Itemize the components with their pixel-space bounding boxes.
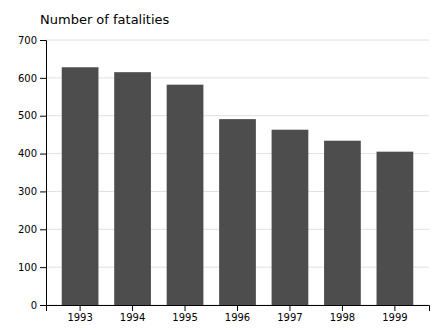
grid-line <box>46 40 429 41</box>
axis-line <box>40 41 47 306</box>
tick-mark <box>40 154 46 155</box>
tick: 1995 <box>172 305 197 323</box>
tick-mark <box>40 267 46 268</box>
tick-mark <box>40 116 46 117</box>
bar <box>114 72 151 305</box>
tick-label: 0 <box>31 300 37 311</box>
bar <box>62 67 99 305</box>
tick: 300 <box>18 186 46 197</box>
tick-mark <box>40 305 46 306</box>
axis-title: Number of fatalities <box>40 12 170 27</box>
plot: 0100200300400500600700199319941995199619… <box>18 35 430 323</box>
y-axis: 0 100 200 300 400 500 600 700 <box>18 35 47 311</box>
tick: 1993 <box>67 305 92 323</box>
tick-label: 100 <box>18 262 37 273</box>
tick: 1998 <box>330 305 355 323</box>
tick-label: 300 <box>18 186 37 197</box>
tick-label: 1993 <box>67 312 92 323</box>
tick-label: 1995 <box>172 312 197 323</box>
tick-mark <box>40 191 46 192</box>
tick-mark <box>40 40 46 41</box>
chart: 0100200300400500600700199319941995199619… <box>0 0 445 335</box>
bar <box>167 85 204 305</box>
tick: 1996 <box>225 305 250 323</box>
tick-mark <box>40 229 46 230</box>
tick-mark <box>342 305 343 311</box>
tick-label: 400 <box>18 148 37 159</box>
tick: 0 <box>31 300 46 311</box>
tick: 100 <box>18 262 46 273</box>
bar <box>377 152 414 305</box>
tick: 1999 <box>382 305 407 323</box>
tick-mark <box>237 305 238 311</box>
grid-line <box>46 115 429 116</box>
tick: 1997 <box>277 305 302 323</box>
grid <box>46 40 429 305</box>
tick: 500 <box>18 110 46 121</box>
tick-label: 1996 <box>225 312 250 323</box>
bar <box>219 119 256 305</box>
tick-label: 700 <box>18 35 37 46</box>
x-axis: 1993 1994 1995 1996 1997 1998 1999 <box>47 305 430 323</box>
tick: 700 <box>18 35 46 46</box>
tick: 400 <box>18 148 46 159</box>
bar <box>324 141 361 305</box>
tick-label: 200 <box>18 224 37 235</box>
tick: 600 <box>18 73 46 84</box>
tick-mark <box>185 305 186 311</box>
tick: 1994 <box>120 305 145 323</box>
tick-label: 500 <box>18 110 37 121</box>
tick: 200 <box>18 224 46 235</box>
grid-line <box>46 77 429 78</box>
bars <box>62 67 414 305</box>
tick-label: 1998 <box>330 312 355 323</box>
tick-label: 1997 <box>277 312 302 323</box>
tick-mark <box>40 78 46 79</box>
bar <box>272 130 309 305</box>
tick-mark <box>394 305 395 311</box>
tick-mark <box>80 305 81 311</box>
tick-mark <box>132 305 133 311</box>
tick-mark <box>289 305 290 311</box>
tick-label: 600 <box>18 73 37 84</box>
tick-label: 1994 <box>120 312 145 323</box>
axis-line <box>47 306 430 312</box>
tick-label: 1999 <box>382 312 407 323</box>
